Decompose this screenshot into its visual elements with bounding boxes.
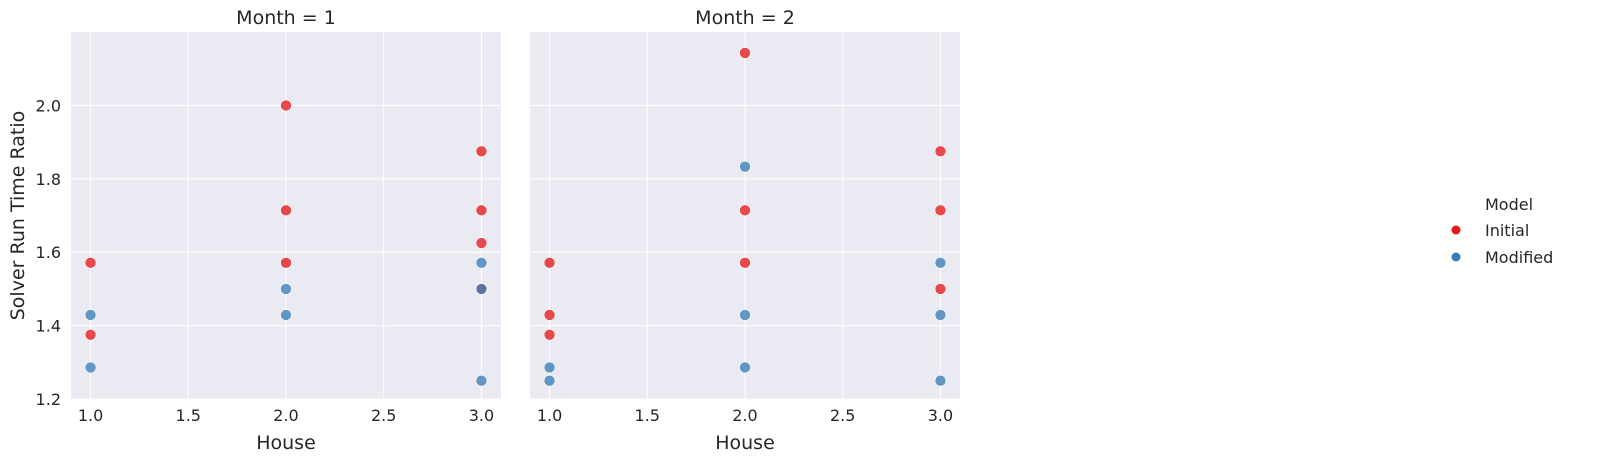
data-point-initial: [543, 309, 556, 321]
facet-panel-1: 1.0 1.5 2.0 2.5 3.0 1.2 1.4 1.6 1.8 2.0 Month = 1 H…: [36, 7, 501, 454]
data-point-modified: [739, 361, 751, 374]
data-point-initial: [739, 47, 751, 59]
data-point-modified: [84, 309, 97, 321]
data-point-initial: [934, 145, 947, 158]
x-tick-label: 2.0: [273, 406, 298, 425]
legend-title: Model: [1485, 195, 1533, 214]
data-point-modified: [543, 361, 556, 374]
x-tick-label: 3.0: [928, 406, 953, 425]
data-point-initial: [475, 204, 488, 217]
x-tick-label: 2.5: [830, 406, 855, 425]
x-axis-label: House: [715, 432, 775, 454]
x-tick-label: 2.5: [371, 406, 396, 425]
data-point-modified: [739, 160, 751, 173]
data-point-initial: [543, 328, 556, 341]
panel-title: Month = 1: [236, 7, 336, 29]
data-point-initial: [84, 328, 97, 341]
data-point-modified: [84, 361, 97, 374]
data-point-initial: [739, 257, 751, 269]
data-point-modified: [739, 309, 751, 321]
data-point-initial: [475, 237, 488, 249]
x-tick-label: 1.5: [635, 406, 660, 425]
legend-marker-initial: [1451, 225, 1461, 235]
data-point-initial: [739, 204, 751, 217]
x-tick-label: 1.5: [176, 406, 201, 425]
data-point-modified: [934, 374, 947, 387]
data-point-initial: [280, 204, 292, 217]
data-point-initial: [280, 99, 292, 112]
data-point-modified: [475, 257, 488, 269]
data-point-modified: [543, 374, 556, 387]
y-tick-label: 1.6: [36, 243, 61, 262]
x-tick-label: 1.0: [78, 406, 103, 425]
y-tick-label: 1.4: [36, 317, 61, 336]
data-point-initial: [543, 257, 556, 269]
legend-label-modified: Modified: [1485, 248, 1553, 267]
x-tick-label: 3.0: [469, 406, 494, 425]
x-axis-label: House: [256, 432, 316, 454]
data-point-initial: [934, 204, 947, 217]
legend: Model Initial Modified: [1451, 195, 1553, 267]
data-point-modified: [934, 309, 947, 321]
data-point-initial: [475, 145, 488, 158]
data-point-modified: [280, 309, 292, 321]
x-tick-label: 2.0: [732, 406, 757, 425]
y-tick-label: 1.8: [36, 170, 61, 189]
y-axis-label: Solver Run Time Ratio: [7, 111, 29, 321]
y-tick-label: 1.2: [36, 390, 61, 409]
facet-panel-2: 1.0 1.5 2.0 2.5 3.0 Month = 2 House: [530, 7, 960, 454]
data-point-initial: [934, 283, 947, 295]
x-tick-label: 1.0: [537, 406, 562, 425]
panel-title: Month = 2: [695, 7, 795, 29]
y-tick-label: 2.0: [36, 96, 61, 115]
data-point-initial: [280, 257, 292, 269]
data-point-initial: [84, 257, 97, 269]
data-point-modified: [280, 283, 292, 295]
data-point-modified: [475, 374, 488, 387]
legend-label-initial: Initial: [1485, 221, 1529, 240]
data-point-modified: [934, 257, 947, 269]
data-point-modified: [475, 283, 488, 295]
legend-marker-modified: [1451, 252, 1461, 262]
